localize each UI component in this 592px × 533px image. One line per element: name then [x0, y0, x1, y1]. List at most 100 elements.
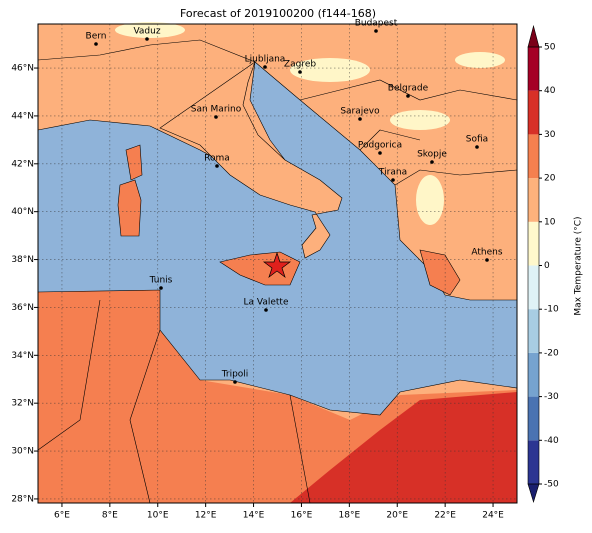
city-label: Podgorica — [358, 141, 402, 151]
peloponnese — [419, 249, 461, 296]
y-tick-label: 36°N — [11, 303, 34, 313]
colorbar-band — [528, 221, 539, 266]
x-tick-label: 18°E — [339, 511, 361, 521]
colorbar-band — [528, 134, 539, 179]
hot-region — [290, 392, 517, 503]
city-dot — [145, 37, 149, 41]
city: Sarajevo — [340, 107, 380, 121]
colorbar-tick-label: 20 — [544, 174, 556, 184]
sicily — [219, 251, 301, 286]
city-dot — [215, 164, 219, 168]
city-label: Skopje — [417, 150, 447, 160]
patch — [115, 22, 185, 38]
colorbar-tick-label: 30 — [544, 130, 556, 140]
city-label: Zagreb — [284, 60, 316, 70]
city: Ljubljana — [245, 55, 286, 69]
city-label: Roma — [204, 154, 230, 164]
city-dot — [263, 65, 267, 69]
y-tick-label: 32°N — [11, 399, 34, 409]
title: Forecast of 2019100200 (f144-168) — [180, 7, 376, 20]
colorbar-tick-label: 10 — [544, 217, 556, 227]
city-dot — [406, 94, 410, 98]
patch — [390, 110, 450, 130]
city-label: Belgrade — [388, 84, 429, 94]
city-label: Tirana — [378, 168, 407, 178]
city: Zagreb — [284, 60, 316, 74]
cool-patches — [115, 22, 505, 225]
city-dot — [378, 151, 382, 155]
colorbar-band — [528, 265, 539, 310]
city: Tirana — [378, 168, 407, 182]
x-tick-label: 22°E — [434, 511, 456, 521]
city: Bern — [86, 32, 107, 46]
colorbar-band — [528, 396, 539, 441]
city-dot — [374, 29, 378, 33]
x-tick-label: 16°E — [291, 511, 313, 521]
borders — [37, 39, 518, 504]
y-tick-label: 28°N — [11, 494, 34, 504]
event-star — [262, 251, 292, 278]
y-tick-label: 44°N — [11, 111, 34, 121]
italy — [159, 61, 343, 259]
map-frame — [37, 23, 518, 504]
y-tick-label: 38°N — [11, 255, 34, 265]
city-dot — [94, 42, 98, 46]
city: Tunis — [149, 276, 173, 290]
city: Roma — [204, 154, 230, 168]
y-tick-label: 40°N — [11, 207, 34, 217]
colorbar-band — [528, 178, 539, 222]
colorbar-band — [528, 47, 539, 91]
x-tick-label: 10°E — [147, 511, 169, 521]
sardinia — [117, 179, 142, 237]
city: San Marino — [191, 105, 242, 119]
x-tick-label: 6°E — [54, 511, 70, 521]
city-dot — [485, 258, 489, 262]
x-tick-label: 12°E — [195, 511, 217, 521]
patch — [416, 175, 444, 225]
colorbar-band — [528, 90, 539, 135]
colorbar: -50 -40 -30 -20 -10 0 10 20 30 40 50 — [527, 24, 559, 504]
city-dot — [264, 308, 268, 312]
colorbar-band — [528, 309, 539, 353]
city: Tripoli — [221, 370, 249, 384]
y-tick-label: 30°N — [11, 447, 34, 457]
colorbar-tick-label: -20 — [544, 348, 559, 358]
y-tick-label: 42°N — [11, 159, 34, 169]
city-label: Ljubljana — [245, 55, 286, 65]
city-dot — [233, 380, 237, 384]
city: Athens — [471, 248, 503, 262]
city: La Valette — [244, 298, 289, 312]
city-label: San Marino — [191, 105, 242, 115]
city-label: Vaduz — [133, 27, 160, 37]
city-dot — [159, 286, 163, 290]
x-tick-label: 24°E — [482, 511, 504, 521]
colorbar-tick-label: -40 — [544, 436, 559, 446]
corsica — [125, 144, 143, 181]
colorbar-band — [528, 352, 539, 397]
city-dot — [430, 160, 434, 164]
city-label: Bern — [86, 32, 107, 42]
colorbar-tick-label: -10 — [544, 305, 559, 315]
city-label: Tripoli — [221, 370, 249, 380]
colorbar-tick-label: -50 — [544, 480, 559, 490]
colorbar-tick-label: 0 — [544, 261, 550, 271]
city-dot — [214, 115, 218, 119]
map-area — [37, 22, 518, 504]
city: Belgrade — [388, 84, 429, 98]
colorbar-band — [528, 440, 539, 484]
colorbar-tick-label: 40 — [544, 86, 556, 96]
city-dot — [475, 145, 479, 149]
city: Skopje — [417, 150, 447, 164]
city-label: Athens — [471, 248, 502, 258]
city-dot — [391, 178, 395, 182]
city: Podgorica — [358, 141, 402, 155]
city-dot — [298, 70, 302, 74]
patch — [455, 52, 505, 68]
city-label: Sarajevo — [340, 107, 380, 117]
y-tick-label: 34°N — [11, 351, 34, 361]
city-label: Tunis — [149, 276, 173, 286]
colorbar-tick-label: 50 — [544, 43, 556, 53]
x-tick-label: 20°E — [386, 511, 408, 521]
city-label: Sofia — [466, 135, 488, 145]
